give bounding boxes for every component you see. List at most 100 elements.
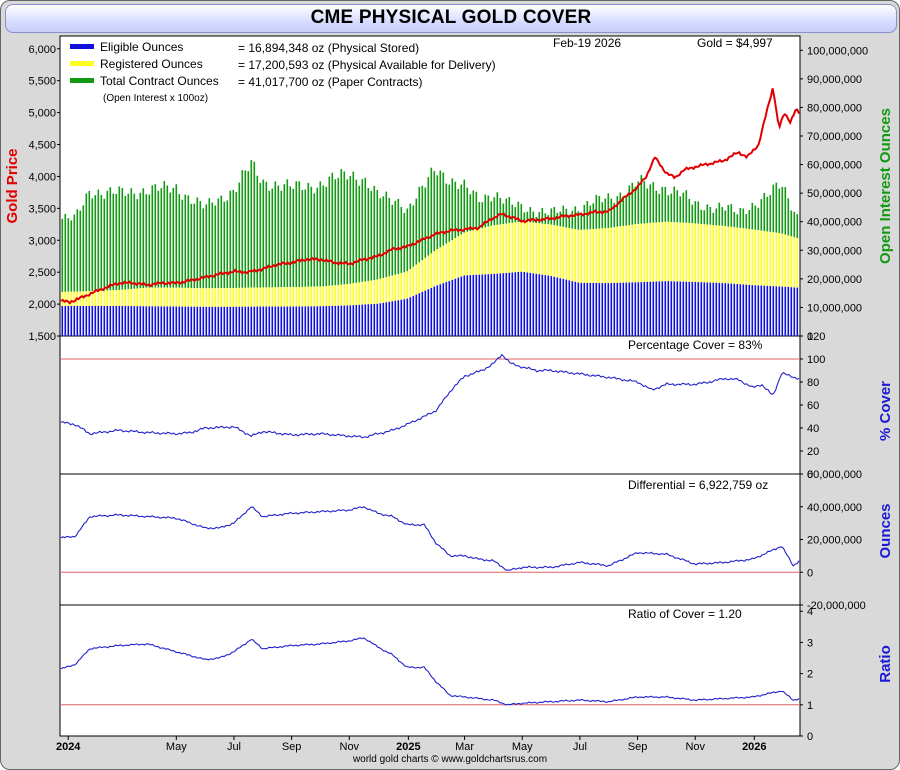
bar-total [505,198,508,224]
bar-registered [481,228,484,275]
bar-total [673,186,676,223]
bar-eligible [550,276,553,336]
bar-total [514,207,517,223]
bar-registered [691,223,694,282]
bar-registered [433,251,436,287]
bar-eligible [286,306,289,336]
gold-axis-tick-label: 2,000 [28,299,56,311]
bar-registered [547,224,550,276]
gold-axis-tick-label: 4,000 [28,171,56,183]
bar-total [226,200,229,289]
bar-eligible [217,306,220,336]
ratio-axis-tick-label: 3 [807,637,813,649]
bar-eligible [310,306,313,336]
bar-registered [319,286,322,307]
bar-eligible [277,306,280,336]
bar-registered [781,233,784,287]
bar-total [460,184,463,235]
bar-registered [463,232,466,276]
bar-eligible [604,283,607,336]
bar-total [418,186,421,263]
bar-total [190,203,193,289]
bar-total [379,198,382,279]
bar-eligible [649,281,652,336]
bar-total [358,185,361,283]
bar-eligible [490,274,493,336]
bar-eligible [736,284,739,336]
bar-registered [163,287,166,307]
bar-total [430,167,433,254]
bar-registered [490,225,493,275]
bar-total [307,182,310,287]
bar-registered [487,226,490,275]
bar-total [616,196,619,227]
bar-eligible [727,283,730,336]
bar-registered [61,291,64,306]
bar-total [220,195,223,289]
bar-total [589,205,592,230]
bar-registered [205,288,208,307]
bar-eligible [199,306,202,336]
bar-eligible [508,272,511,336]
bar-total [298,181,301,287]
bar-registered [334,285,337,306]
bar-eligible [715,282,718,336]
bar-total [730,204,733,227]
bar-eligible [358,304,361,336]
bar-registered [301,286,304,307]
bar-registered [184,287,187,307]
bar-registered [271,287,274,307]
legend-total-value: = 41,017,700 oz (Paper Contracts) [238,75,422,89]
bar-total [577,211,580,230]
bar-registered [346,284,349,306]
bar-registered [286,287,289,307]
bar-registered [250,287,253,307]
bar-registered [727,226,730,284]
bar-eligible [142,306,145,336]
bar-eligible [271,306,274,336]
bar-total [682,192,685,223]
bar-registered [424,257,427,291]
bar-registered [223,288,226,307]
bar-registered [394,274,397,301]
bar-eligible [424,290,427,336]
differential-axis-tick-label: 60,000,000 [807,469,862,481]
bar-eligible [685,281,688,336]
ratio-axis-title: Ratio [877,645,894,683]
bar-registered [94,290,97,306]
bar-registered [610,227,613,284]
bar-total [397,198,400,274]
bar-eligible [223,306,226,336]
bar-total [715,208,718,226]
bar-registered [499,224,502,274]
bar-eligible [631,282,634,336]
bar-total [583,204,586,230]
legend-swatch-eligible [70,44,94,49]
bar-total [283,184,286,288]
bar-registered [538,223,541,275]
bar-total [82,205,85,292]
bar-eligible [481,274,484,336]
bar-total [136,199,139,289]
bar-eligible [634,282,637,336]
bar-eligible [703,282,706,336]
bar-eligible [67,306,70,336]
bar-total [541,207,544,224]
bar-registered [169,287,172,307]
bar-total [103,198,106,291]
bar-registered [445,243,448,283]
bar-registered [241,287,244,307]
bar-total [157,190,160,288]
bar-eligible [151,306,154,336]
bar-registered [751,229,754,286]
bar-eligible [61,306,64,336]
bar-total [565,208,568,228]
bar-total [163,181,166,288]
bar-eligible [331,305,334,336]
bar-total [250,160,253,288]
bar-registered [340,284,343,306]
bar-eligible [157,306,160,336]
bar-total [619,192,622,227]
bar-registered [688,223,691,282]
legend-oi-note: (Open Interest x 100oz) [103,93,208,104]
